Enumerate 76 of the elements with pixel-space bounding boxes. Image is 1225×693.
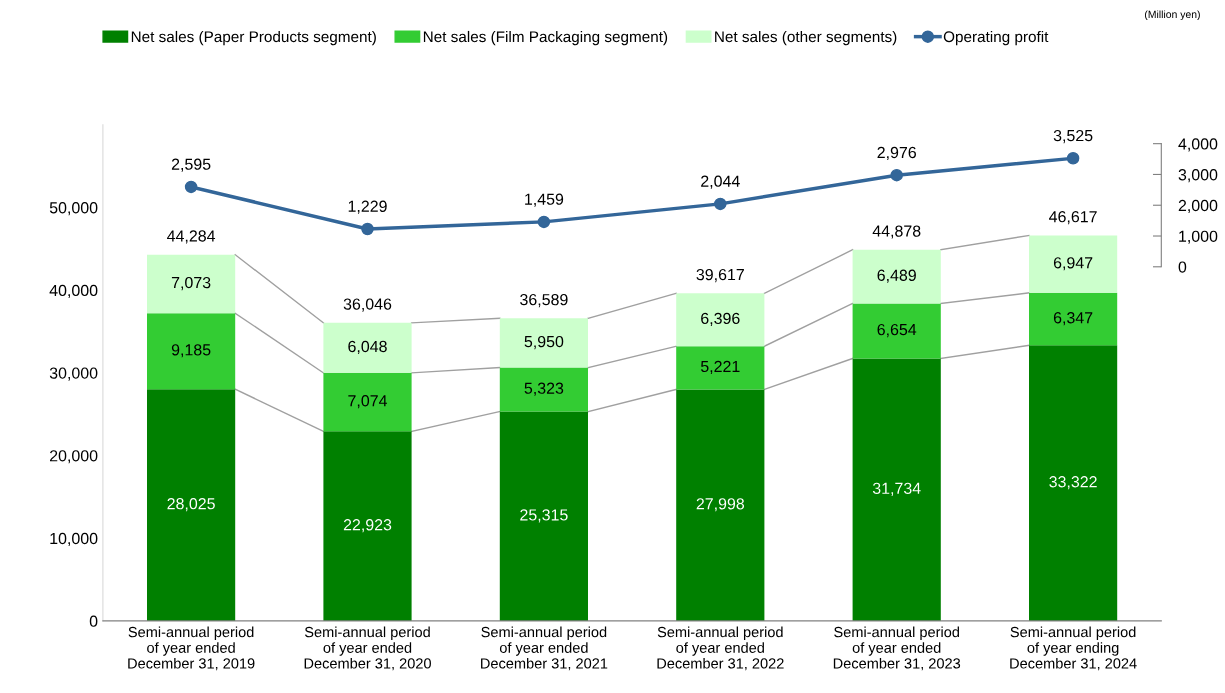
y-tick-label: 10,000 [50, 532, 98, 547]
legend-label: Net sales (Paper Products segment) [131, 30, 376, 46]
x-tick-label: Semi-annual period of year ended December 31, 2020 [304, 626, 431, 671]
x-tick-label: Semi-annual period of year ended December 31, 2019 [128, 626, 255, 671]
data-label: 6,048 [348, 340, 387, 355]
bar [1029, 345, 1118, 621]
bar [676, 389, 765, 621]
bar [852, 249, 941, 304]
y2-tick-label: 2,000 [1178, 199, 1218, 214]
data-label: 5,221 [700, 360, 740, 374]
data-label: 1,459 [525, 193, 564, 207]
bar [147, 313, 236, 390]
data-label: 9,185 [171, 344, 211, 358]
point [890, 168, 903, 182]
data-label: 25,315 [520, 509, 568, 523]
total-label: 36,589 [520, 293, 568, 308]
bar [676, 346, 765, 390]
data-label: 28,025 [167, 498, 215, 512]
bar [323, 322, 412, 373]
total-label: 39,617 [696, 268, 744, 283]
total-label: 44,284 [167, 230, 216, 244]
bar [323, 372, 412, 432]
y2-tick-label: 3,000 [1178, 169, 1218, 183]
y-tick-label: 0 [89, 615, 98, 627]
bar [499, 411, 588, 621]
point [1066, 152, 1080, 165]
point [714, 197, 727, 211]
x-tick-label: Semi-annual period of year ending December 31, 2024 [1010, 626, 1137, 671]
bar [147, 389, 236, 621]
y2-tick-label: 1,000 [1179, 230, 1218, 244]
x-tick-label: Semi-annual period of year ended December 31, 2021 [481, 626, 608, 671]
point [361, 222, 374, 236]
data-label: 22,923 [343, 519, 392, 533]
data-label: 7,074 [348, 395, 388, 409]
data-label: 6,396 [701, 312, 740, 326]
legend-label: Net sales (other segments) [715, 30, 897, 46]
data-label: 7,073 [171, 276, 211, 291]
bar [499, 318, 588, 368]
data-label: 5,323 [524, 382, 564, 396]
y-tick-label: 40,000 [49, 284, 98, 298]
data-label: 2,595 [171, 158, 211, 172]
data-label: 31,734 [872, 482, 921, 496]
x-tick-label: Semi-annual period of year ended December 31, 2023 [833, 626, 961, 671]
data-label: 33,322 [1049, 476, 1097, 490]
y2-tick-label: 4,000 [1178, 138, 1218, 152]
legend-label: Net sales (Film Packaging segment) [423, 30, 668, 46]
data-label: 3,525 [1053, 129, 1093, 144]
data-label: 6,947 [1053, 257, 1093, 271]
data-label: 6,347 [1053, 312, 1093, 326]
y-tick-label: 30,000 [49, 367, 98, 381]
data-label: 1,229 [348, 200, 387, 214]
bar [1029, 292, 1118, 346]
bar [676, 293, 765, 347]
data-label: 6,654 [877, 323, 917, 338]
y-tick-label: 20,000 [49, 450, 98, 464]
data-label: 6,489 [877, 269, 916, 283]
data-label: 2,976 [877, 146, 916, 161]
x-tick-label: Semi-annual period of year ended December 31, 2022 [657, 626, 784, 671]
total-label: 44,878 [872, 225, 921, 239]
point [537, 215, 551, 229]
point [184, 180, 198, 194]
legend-label: Operating profit [943, 30, 1049, 46]
bar [852, 358, 941, 621]
bar [852, 303, 941, 359]
data-label: 2,044 [701, 175, 740, 189]
total-label: 46,617 [1049, 211, 1097, 225]
data-label: 5,950 [524, 335, 564, 350]
bar [323, 431, 412, 621]
bar [1029, 235, 1118, 293]
text: (Million yen) [1145, 10, 1200, 21]
bar [147, 254, 236, 314]
total-label: 36,046 [343, 298, 392, 312]
bar [499, 367, 588, 412]
data-label: 27,998 [696, 498, 745, 512]
y-tick-label: 50,000 [49, 202, 98, 216]
y2-tick-label: 0 [1178, 261, 1187, 273]
